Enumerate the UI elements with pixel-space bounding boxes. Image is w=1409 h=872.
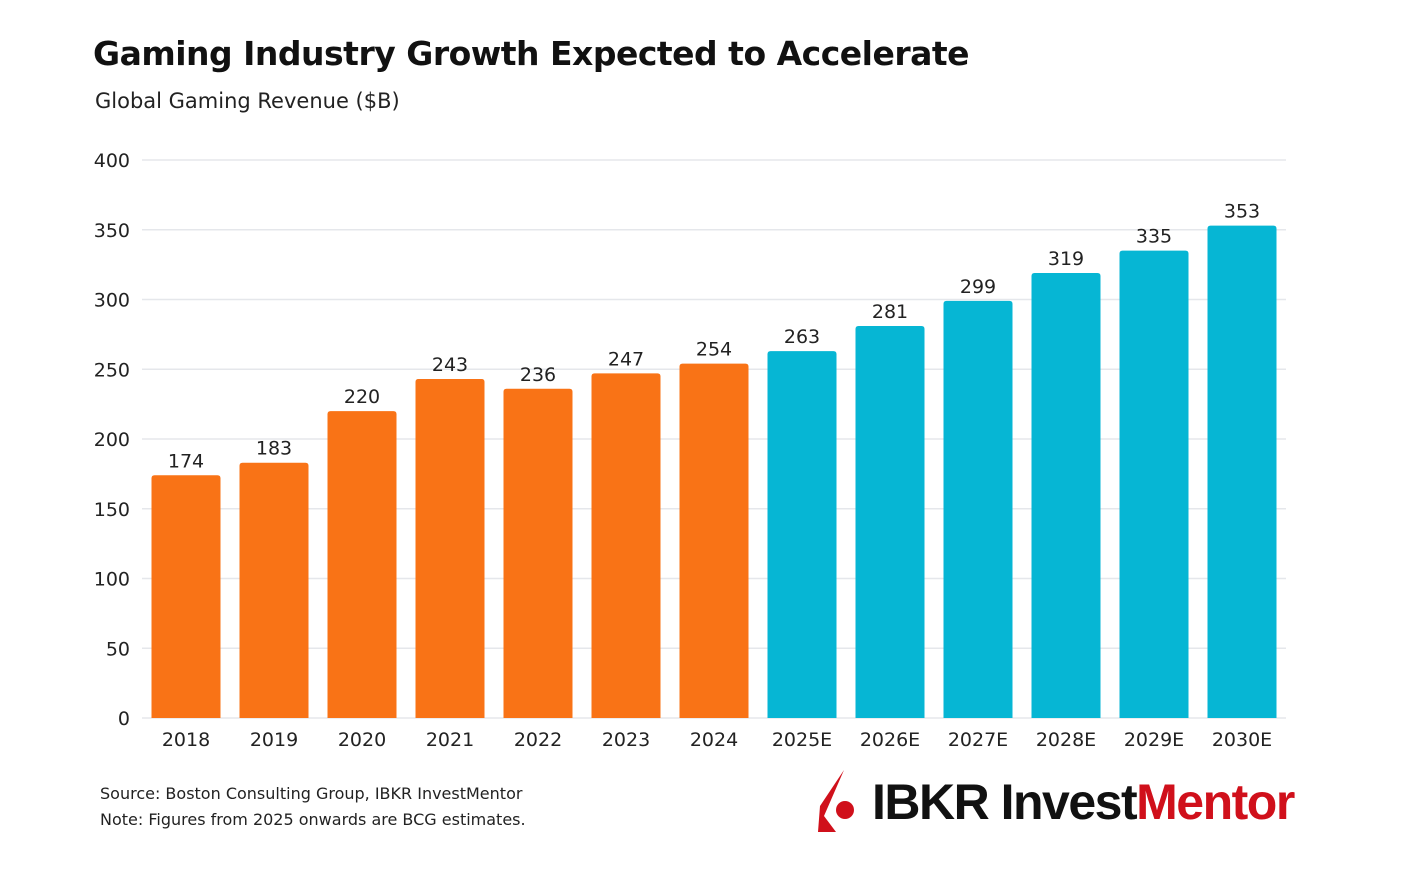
y-tick-label: 300 [94,290,130,312]
bar [591,373,661,718]
ibkr-logo: IBKR InvestMentor [818,770,1295,834]
y-tick-label: 50 [106,638,130,660]
bar [1031,272,1101,718]
bar [327,411,397,718]
x-tick-label: 2024 [690,729,738,751]
bar [503,388,573,718]
data-label: 281 [872,301,908,323]
x-tick-label: 2025E [772,729,832,751]
chart-title: Gaming Industry Growth Expected to Accel… [93,34,970,73]
x-tick-label: 2023 [602,729,650,751]
footnotes: Source: Boston Consulting Group, IBKR In… [100,781,526,833]
data-label: 335 [1136,226,1172,248]
data-label: 299 [960,276,996,298]
y-tick-label: 400 [94,150,130,172]
x-tick-label: 2021 [426,729,474,751]
data-label: 236 [520,364,556,386]
logo-text-ibkr: IBKR Invest [872,774,1138,830]
data-label: 319 [1048,248,1084,270]
y-tick-label: 0 [118,708,130,730]
bar [679,363,749,718]
logo-text-mentor: Mentor [1136,774,1295,830]
estimate-note: Note: Figures from 2025 onwards are BCG … [100,810,526,829]
x-tick-label: 2026E [860,729,920,751]
chart-subtitle: Global Gaming Revenue ($B) [95,89,400,113]
bar [767,351,837,718]
bar [1207,225,1277,718]
bar [855,326,925,718]
x-tick-label: 2018 [162,729,210,751]
logo-mark-icon [818,770,854,832]
source-note: Source: Boston Consulting Group, IBKR In… [100,784,523,803]
x-tick-label: 2022 [514,729,562,751]
data-label: 183 [256,438,292,460]
bar [151,475,221,718]
y-tick-label: 100 [94,569,130,591]
data-label: 243 [432,354,468,376]
x-tick-label: 2019 [250,729,298,751]
data-label: 220 [344,386,380,408]
x-tick-label: 2030E [1212,729,1272,751]
bar [239,462,309,718]
y-tick-label: 250 [94,359,130,381]
data-label: 353 [1224,201,1260,223]
x-tick-label: 2020 [338,729,386,751]
data-label: 263 [784,326,820,348]
x-tick-label: 2027E [948,729,1008,751]
data-label: 174 [168,450,204,472]
y-tick-label: 200 [94,429,130,451]
data-label: 254 [696,339,732,361]
x-tick-label: 2028E [1036,729,1096,751]
bar [943,300,1013,718]
y-tick-label: 350 [94,220,130,242]
data-label: 247 [608,348,644,370]
bar [415,379,485,718]
y-tick-label: 150 [94,499,130,521]
bar [1119,250,1189,719]
x-tick-label: 2029E [1124,729,1184,751]
